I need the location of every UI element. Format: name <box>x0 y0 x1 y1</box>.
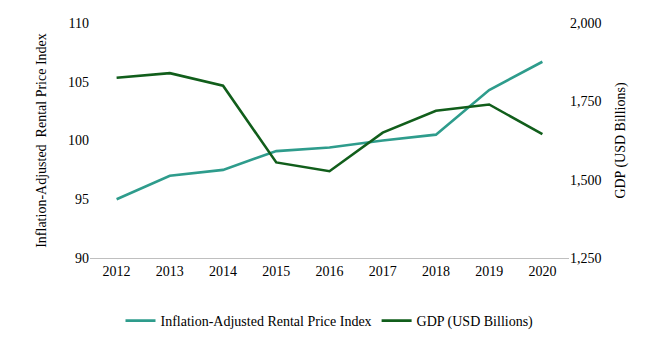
svg-text:1,750: 1,750 <box>570 94 602 109</box>
svg-text:105: 105 <box>68 75 89 90</box>
svg-text:90: 90 <box>75 251 89 266</box>
svg-text:2013: 2013 <box>156 264 184 279</box>
svg-text:GDP (USD Billions): GDP (USD Billions) <box>417 314 534 330</box>
svg-text:2017: 2017 <box>369 264 397 279</box>
svg-text:2018: 2018 <box>422 264 450 279</box>
svg-text:2014: 2014 <box>209 264 237 279</box>
svg-text:2019: 2019 <box>475 264 503 279</box>
svg-text:110: 110 <box>69 16 89 31</box>
svg-text:GDP (USD Billions): GDP (USD Billions) <box>613 82 629 199</box>
svg-text:2012: 2012 <box>103 264 131 279</box>
svg-text:2015: 2015 <box>262 264 290 279</box>
svg-text:Inflation-Adjusted Rental Pri: Inflation-Adjusted Rental Price Index <box>34 33 49 248</box>
svg-text:Inflation-Adjusted Rental Pric: Inflation-Adjusted Rental Price Index <box>161 314 372 329</box>
svg-text:1,250: 1,250 <box>570 251 602 266</box>
svg-text:1,500: 1,500 <box>570 173 602 188</box>
svg-text:2016: 2016 <box>316 264 344 279</box>
svg-text:2,000: 2,000 <box>570 16 602 31</box>
svg-text:2020: 2020 <box>528 264 556 279</box>
svg-text:100: 100 <box>68 133 89 148</box>
svg-text:95: 95 <box>75 192 89 207</box>
